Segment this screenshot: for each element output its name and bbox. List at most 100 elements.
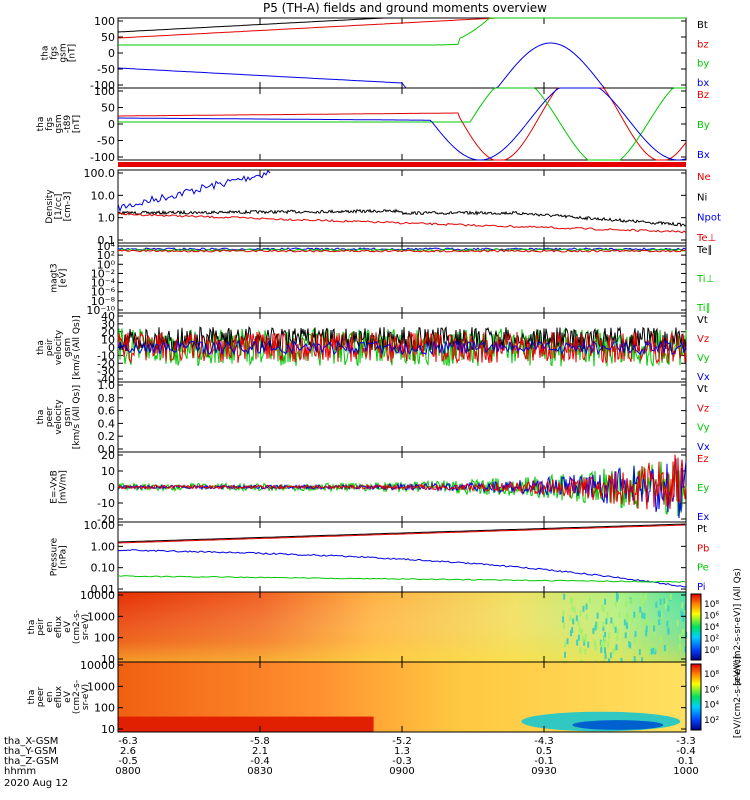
spectrogram-pixel <box>575 615 578 622</box>
spectrogram-pixel <box>682 615 685 622</box>
y-axis-label-line: eV <box>63 620 73 633</box>
spectrogram-pixel <box>563 593 566 600</box>
trace-te-par <box>117 249 687 253</box>
spectrogram-pixel <box>650 648 653 655</box>
spectrogram-pixel <box>660 636 663 643</box>
y-axis-label-line: [nT] <box>68 44 78 62</box>
spectrogram-pixel <box>651 622 654 629</box>
y-axis-label-line: [eV] <box>59 269 69 288</box>
spectrogram-pixel <box>676 620 679 627</box>
y-axis-label-line: en <box>45 621 55 632</box>
spectrogram-pixel <box>596 623 599 630</box>
colorbar-label: [eV/(cm2-s-sr-eV)] <box>733 656 743 738</box>
y-axis-label-line: gsm <box>59 43 69 62</box>
colorbar-tick-label: 10⁴ <box>704 701 719 711</box>
y-axis-label-line: velocity <box>54 399 64 435</box>
spectrogram-pixel <box>669 593 672 600</box>
y-tick-label: 0.10 <box>91 562 116 575</box>
ephemeris-value: -5.8 <box>250 736 270 747</box>
spectrogram-pixel <box>628 598 631 605</box>
panel-frame <box>117 87 687 161</box>
ephemeris-value: 2.1 <box>252 746 268 757</box>
y-axis-label-line: E=-VxB <box>50 470 60 504</box>
y-axis-label-line: [nT] <box>72 115 82 133</box>
spectrogram-pixel <box>569 630 572 637</box>
spectrogram-pixel <box>582 605 585 612</box>
spectrogram-pixel <box>667 605 670 612</box>
spectrogram-pixel <box>594 643 597 650</box>
y-axis-label-line: peer <box>45 406 55 427</box>
ephemeris-value: -6.3 <box>118 736 138 747</box>
spectrogram-lowband <box>118 716 374 732</box>
y-axis-label-line: gsm <box>54 114 64 133</box>
spectrogram-pixel <box>604 598 607 605</box>
colorbar <box>690 593 702 661</box>
spectrogram-pixel <box>663 598 666 605</box>
spectrogram-pixel <box>620 657 623 664</box>
y-tick-label: -40 <box>97 373 115 386</box>
spectrogram-pixel <box>562 610 565 617</box>
trace-pt <box>117 523 686 543</box>
y-tick-label: 1000 <box>87 610 115 623</box>
legend-te: Te∥ <box>696 245 713 256</box>
spectrogram-pixel <box>644 592 647 599</box>
spectrogram-pixel <box>607 632 610 639</box>
trace-bz-t89 <box>118 87 687 161</box>
y-tick-label: 40 <box>101 310 115 323</box>
spectrogram-pixel <box>604 652 607 659</box>
ephemeris-value: 2.6 <box>120 746 136 757</box>
legend-vz: Vz <box>697 403 709 414</box>
ephemeris-value: -0.1 <box>534 756 554 767</box>
ephemeris-label: tha_Y-GSM <box>4 746 57 757</box>
panel-frame <box>117 381 687 453</box>
y-tick-label: 0.4 <box>98 417 116 430</box>
spectrogram-pixel <box>606 611 609 618</box>
spectrogram-pixel <box>563 622 566 629</box>
y-tick-label: 10.00 <box>84 519 116 532</box>
y-tick-label: 10 <box>101 723 115 736</box>
y-axis-label-line: tha <box>36 117 46 132</box>
y-tick-label: 1.00 <box>91 540 116 553</box>
spectrogram-pixel <box>618 612 621 619</box>
spectrogram-pixel <box>605 618 608 625</box>
y-tick-label: 100 <box>94 15 115 28</box>
panel-efield: 20 10 0 -10 -20 E=-VxB [mV/m] Ez Ey Ex <box>50 449 710 526</box>
y-tick-label: 10.0 <box>91 189 116 202</box>
spectrogram-pixel <box>655 601 658 608</box>
y-axis-label-line: sr-eV) <box>81 684 91 710</box>
spectrogram-pixel <box>577 634 580 641</box>
y-tick-label: 10 <box>101 334 115 347</box>
y-axis-label-line: [nPa] <box>59 545 69 568</box>
legend-vy: Vy <box>697 353 710 364</box>
x-tick-label: 0830 <box>247 766 272 777</box>
spectrogram-pixel <box>624 632 627 639</box>
spectrogram-pixel <box>638 649 641 656</box>
trace-pe <box>117 575 686 583</box>
y-tick-label: 0.01 <box>91 583 116 596</box>
trace-ti-perp <box>117 248 687 252</box>
spectrogram-pixel <box>569 615 572 622</box>
ephemeris-value: -0.4 <box>250 756 270 767</box>
ephemeris-label: hhmm <box>4 766 36 777</box>
panel-fgs-gsm: 100 50 0 -50 -100 tha fgs gsm [nT] Bt bz by bx <box>41 15 710 92</box>
spectrogram-pixel <box>600 641 603 648</box>
y-axis-label: Density [1/cc] [cm-3] <box>45 189 73 224</box>
trace-by-t89 <box>118 87 686 161</box>
spectrogram-pixel <box>684 607 687 614</box>
spectrogram-pixel <box>594 624 597 631</box>
legend-by: By <box>697 120 710 131</box>
ephemeris-value: 0.1 <box>678 756 694 767</box>
spectrogram-pixel <box>631 616 634 623</box>
y-tick-label: 10⁻¹⁰ <box>86 304 115 317</box>
spectrogram-pixel <box>648 646 651 653</box>
spectrogram-pixel <box>633 656 636 663</box>
colorbar-tick-label: 10² <box>704 635 719 645</box>
date-label: 2020 Aug 12 <box>4 778 68 789</box>
y-axis-label-line: [1/cc] <box>54 194 64 220</box>
trace-by <box>118 17 686 46</box>
x-tick-label: 0900 <box>389 766 414 777</box>
y-axis-label: tha peir velocity gsm [km/s (All Qs)] <box>36 315 82 379</box>
